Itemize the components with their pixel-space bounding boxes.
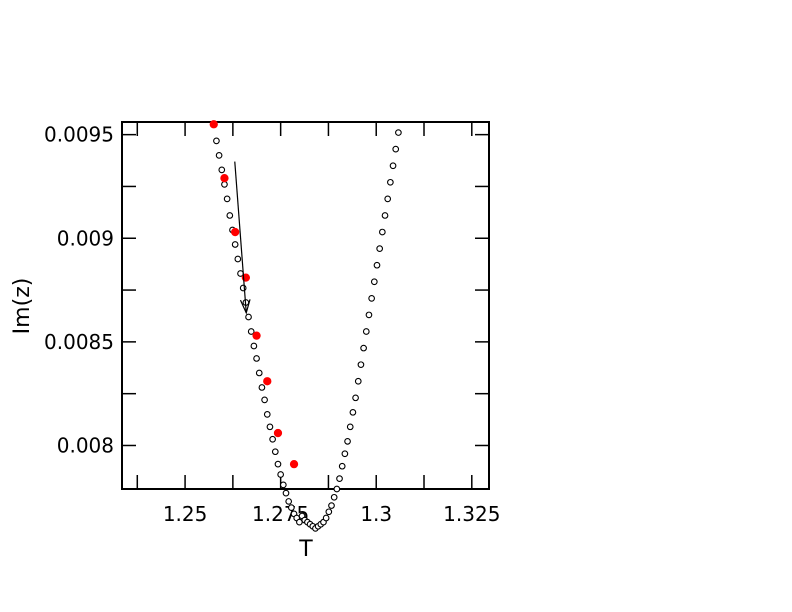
data-point [376, 245, 384, 252]
data-point [271, 448, 279, 456]
x-tick-label: 1.25 [163, 502, 208, 526]
data-point [330, 493, 338, 501]
data-point [245, 313, 252, 321]
data-point [333, 485, 341, 493]
data-point [362, 328, 370, 335]
data-point [365, 311, 373, 319]
data-point [357, 361, 365, 369]
y-tick-label: 0.0095 [44, 123, 114, 147]
y-tick-label: 0.0085 [44, 330, 114, 354]
highlight-point [252, 331, 261, 340]
data-point [234, 255, 242, 263]
data-point [231, 241, 239, 248]
arrow-shaft [234, 161, 247, 313]
y-tick-label: 0.008 [57, 433, 114, 457]
highlight-point [231, 227, 240, 237]
data-point [296, 518, 303, 526]
highlight-point [289, 459, 299, 469]
data-point [279, 481, 287, 489]
data-point [341, 450, 349, 458]
data-point [253, 355, 260, 362]
x-tick-label: 1.3 [360, 502, 392, 526]
data-point [373, 261, 381, 269]
data-point [378, 228, 386, 236]
highlight-point [209, 120, 218, 129]
data-point [336, 475, 343, 482]
data-point [261, 396, 268, 404]
plot-frame [121, 121, 490, 490]
x-tick-label: 1.325 [443, 502, 500, 526]
data-point [344, 437, 351, 445]
data-point [226, 212, 234, 219]
data-point [269, 435, 276, 443]
data-point [277, 471, 285, 478]
data-point [349, 408, 357, 416]
data-point [325, 508, 333, 516]
data-point [328, 502, 335, 509]
y-axis-label: Im(z) [10, 278, 35, 335]
data-point [387, 178, 394, 186]
data-points [209, 120, 402, 532]
data-point [370, 278, 378, 286]
x-axis-label: T [298, 537, 313, 562]
highlight-point [263, 377, 272, 386]
data-point [250, 342, 258, 350]
data-point [368, 295, 375, 302]
highlight-point [220, 174, 229, 183]
data-point [274, 460, 282, 468]
data-point [215, 152, 223, 159]
data-point [263, 411, 271, 418]
data-point [338, 462, 346, 470]
data-point [247, 328, 255, 335]
data-point [239, 284, 247, 292]
data-point [266, 423, 274, 431]
data-point [288, 504, 295, 512]
data-point [389, 162, 397, 170]
data-point [360, 344, 367, 352]
ticks [122, 122, 489, 489]
data-point [322, 514, 330, 522]
y-tick-label: 0.009 [57, 226, 114, 250]
data-point [346, 423, 354, 431]
data-point [395, 129, 402, 136]
data-point [258, 384, 266, 391]
data-point [384, 195, 392, 203]
data-point [285, 498, 293, 505]
data-point [352, 394, 359, 402]
arrow-head [239, 299, 251, 315]
annotations [234, 161, 251, 315]
data-point [381, 212, 389, 219]
data-point [354, 377, 362, 385]
data-point [282, 489, 290, 497]
data-point [255, 369, 263, 377]
highlight-point [273, 428, 283, 438]
data-point [213, 137, 220, 145]
data-point [221, 181, 228, 188]
data-point [223, 195, 231, 203]
data-point [392, 145, 400, 153]
data-point [218, 166, 226, 174]
